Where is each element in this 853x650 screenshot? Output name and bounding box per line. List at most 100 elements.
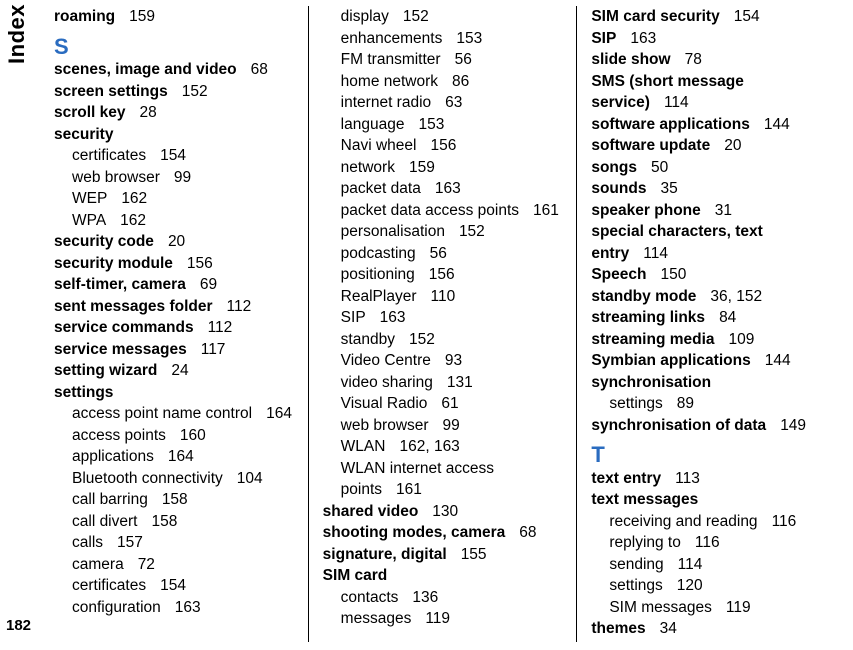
index-term: configuration	[72, 599, 161, 616]
index-page-ref: 162, 163	[399, 438, 459, 455]
index-page-ref: 104	[237, 470, 263, 487]
index-term: synchronisation	[591, 374, 711, 391]
index-page-ref: 162	[120, 212, 146, 229]
index-page-ref: 63	[445, 94, 462, 111]
index-entry: synchronisation of data149	[591, 415, 835, 437]
index-subentry: access point name control 164	[54, 403, 298, 425]
index-page-ref: 130	[432, 503, 458, 520]
index-entry: setting wizard24	[54, 360, 298, 382]
index-term: signature, digital	[323, 546, 447, 563]
index-term: synchronisation of data	[591, 417, 766, 434]
index-term: internet radio	[341, 94, 431, 111]
index-term: Bluetooth connectivity	[72, 470, 223, 487]
index-term: contacts	[341, 589, 399, 606]
index-entry: text entry113	[591, 468, 835, 490]
index-entry: service messages117	[54, 339, 298, 361]
index-subentry: WLAN internet access points161	[323, 458, 567, 501]
index-term: software applications	[591, 116, 749, 133]
index-page-ref: 164	[266, 405, 292, 422]
index-subentry: replying to116	[591, 532, 835, 554]
index-entry: software applications144	[591, 114, 835, 136]
index-page-ref: 156	[429, 266, 455, 283]
index-entry: security code20	[54, 231, 298, 253]
index-subentry: receiving and reading116	[591, 511, 835, 533]
index-term: web browser	[341, 417, 429, 434]
index-subentry: applications164	[54, 446, 298, 468]
index-subentry: calls 157	[54, 532, 298, 554]
index-page-ref: 114	[678, 556, 703, 573]
index-page-ref: 93	[445, 352, 462, 369]
index-subentry: camera72	[54, 554, 298, 576]
index-page-ref: 161	[396, 481, 422, 498]
index-entry: slide show78	[591, 49, 835, 71]
index-entry: signature, digital155	[323, 544, 567, 566]
index-entry: screen settings152	[54, 81, 298, 103]
index-entry: security module156	[54, 253, 298, 275]
index-subentry: Video Centre93	[323, 350, 567, 372]
index-subentry: web browser99	[54, 167, 298, 189]
index-page-ref: 157	[117, 534, 143, 551]
index-subentry: call divert158	[54, 511, 298, 533]
index-page-ref: 109	[729, 331, 755, 348]
index-term: access point name control	[72, 405, 252, 422]
index-entry: roaming159	[54, 6, 298, 28]
index-page-ref: 154	[734, 8, 760, 25]
index-section-letter: S	[54, 36, 298, 58]
index-term: sent messages folder	[54, 298, 213, 315]
index-subentry: call barring158	[54, 489, 298, 511]
index-term: replying to	[609, 534, 681, 551]
index-page-ref: 20	[724, 137, 741, 154]
index-entry: scroll key 28	[54, 102, 298, 124]
index-subentry: settings89	[591, 393, 835, 415]
index-page-ref: 99	[174, 169, 191, 186]
index-page-ref: 152	[409, 331, 435, 348]
index-subentry: positioning156	[323, 264, 567, 286]
index-page-ref: 78	[685, 51, 702, 68]
index-page-ref: 158	[151, 513, 177, 530]
index-entry: Symbian applications144	[591, 350, 835, 372]
index-entry: text messages	[591, 489, 835, 511]
index-page-ref: 163	[435, 180, 461, 197]
index-term: sending	[609, 556, 663, 573]
index-entry: security	[54, 124, 298, 146]
index-subentry: video sharing131	[323, 372, 567, 394]
index-term: messages	[341, 610, 412, 627]
index-subentry: configuration163	[54, 597, 298, 619]
index-term: FM transmitter	[341, 51, 441, 68]
index-subentry: WLAN162, 163	[323, 436, 567, 458]
index-term: settings	[54, 384, 113, 401]
index-page-ref: 159	[129, 8, 155, 25]
index-page-ref: 152	[403, 8, 429, 25]
index-page-ref: 144	[765, 352, 791, 369]
index-subentry: SIM messages119	[591, 597, 835, 619]
index-term: WPA	[72, 212, 106, 229]
index-term: camera	[72, 556, 124, 573]
index-page-ref: 163	[630, 30, 656, 47]
index-term: certificates	[72, 147, 146, 164]
index-page-ref: 156	[187, 255, 213, 272]
index-subentry: packet data access points161	[323, 200, 567, 222]
index-term: scroll key	[54, 104, 126, 121]
index-entry: SMS (short message service)114	[591, 71, 835, 114]
index-page-ref: 28	[140, 104, 157, 121]
index-subentry: standby152	[323, 329, 567, 351]
index-page-ref: 84	[719, 309, 736, 326]
index-term: network	[341, 159, 395, 176]
index-entry: SIP163	[591, 28, 835, 50]
index-term: text messages	[591, 491, 698, 508]
index-term: SIM card security	[591, 8, 719, 25]
index-term: access points	[72, 427, 166, 444]
index-column: roaming159Sscenes, image and video68scre…	[48, 6, 308, 642]
index-subentry: Bluetooth connectivity 104	[54, 468, 298, 490]
index-page-ref: 119	[726, 599, 751, 616]
index-term: themes	[591, 620, 645, 637]
index-term: shooting modes, camera	[323, 524, 506, 541]
index-term: personalisation	[341, 223, 445, 240]
index-term: RealPlayer	[341, 288, 417, 305]
index-page-ref: 152	[182, 83, 208, 100]
index-term: calls	[72, 534, 103, 551]
index-entry: sent messages folder112	[54, 296, 298, 318]
index-subentry: language153	[323, 114, 567, 136]
index-page-ref: 163	[380, 309, 406, 326]
index-term: sounds	[591, 180, 646, 197]
